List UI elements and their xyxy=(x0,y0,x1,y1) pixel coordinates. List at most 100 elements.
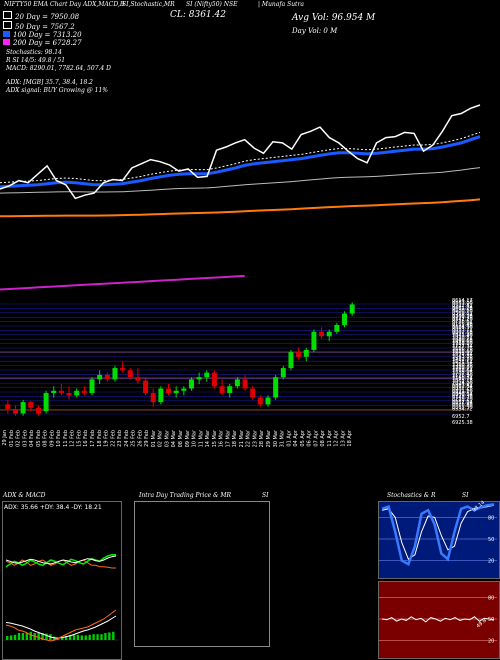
price-tick-label: 6871.10 xyxy=(452,389,473,395)
price-tick-label: 6809.94 xyxy=(452,392,473,398)
macd-hist-bar xyxy=(29,631,32,640)
legend-ma100: 100 Day = 7313.20 xyxy=(3,31,82,39)
macd-signal-line xyxy=(5,615,117,639)
price-tick-label: 8216.62 xyxy=(452,319,473,325)
price-tick-label: 7574.44 xyxy=(452,352,473,358)
candle-body xyxy=(51,390,57,394)
price-tick-label: 7238.06 xyxy=(452,370,473,376)
candle-body xyxy=(204,372,210,378)
macd-hist-bar xyxy=(61,637,64,640)
price-tick-label: 8155.46 xyxy=(452,322,473,328)
macd-readout: MACD: 8290.01, 7782.64, 507.4 D xyxy=(6,65,111,72)
date-tick-label: 12 Feb xyxy=(70,430,76,447)
date-tick-label: 24 Feb xyxy=(124,430,130,447)
candle-body xyxy=(158,388,164,403)
price-tick-label: 7757.92 xyxy=(452,343,473,349)
price-tick-label: 6748.78 xyxy=(452,395,473,401)
mr-title: Intra Day Trading Price & MR xyxy=(139,492,232,499)
price-tick-label: 8002.56 xyxy=(452,330,473,336)
stoch-title: Stochastics & R xyxy=(387,492,436,499)
macd-hist-bar xyxy=(92,634,95,640)
candle-body xyxy=(234,379,240,387)
stoch-tick-label: 80 xyxy=(488,515,494,521)
candle-body xyxy=(173,390,179,394)
macd-hist-bar xyxy=(41,633,44,640)
price-tick-label: 8491.84 xyxy=(452,304,473,310)
macd-hist-bar xyxy=(13,634,17,640)
candle-body xyxy=(265,397,271,405)
price-tick-label: 7421.54 xyxy=(452,360,473,366)
macd-hist-bar xyxy=(108,632,111,640)
price-tick-label: 7727.34 xyxy=(452,344,473,350)
candle-body xyxy=(326,331,332,337)
price-tick-label: 6993.42 xyxy=(452,382,473,388)
candle-body xyxy=(43,393,49,412)
date-tick-label: 04 Apr xyxy=(293,429,299,447)
date-tick-label: 05 Apr xyxy=(300,429,306,447)
date-tick-label: 17 Feb xyxy=(90,430,96,447)
price-tick-label: 8033.14 xyxy=(452,328,473,334)
ema20-line xyxy=(0,135,481,189)
macd-hist-bar xyxy=(37,633,40,640)
macd-hist-bar xyxy=(64,636,68,640)
price-tick-label: 7360.38 xyxy=(452,363,473,369)
candle-body xyxy=(74,390,80,396)
close-line xyxy=(0,104,481,200)
macd-hist-bar xyxy=(21,633,25,640)
stoch-si-label: SI xyxy=(462,492,469,499)
macd-hist-bar xyxy=(17,633,21,640)
candle-body xyxy=(5,404,11,409)
candle-body xyxy=(97,374,103,380)
legend-ma50: 50 Day = 7567.2 xyxy=(3,21,75,31)
date-tick-label: 22 Mar xyxy=(246,429,252,447)
macd-hist-bar xyxy=(6,636,9,640)
adx-readout: ADX: [MGB] 35.7, 38.4, 18.2 xyxy=(6,79,93,86)
price-tick-label: 6595.88 xyxy=(452,403,473,409)
price-tick-label: 6962.84 xyxy=(452,384,473,390)
price-tick-label: 7849.66 xyxy=(452,338,473,344)
date-tick-label: 18 Feb xyxy=(97,430,103,447)
price-tick-label: 8277.78 xyxy=(452,316,473,322)
candle-body xyxy=(334,324,340,332)
avg-volume: Avg Vol: 96.954 M xyxy=(292,13,376,23)
price-tick-label: 8247.20 xyxy=(452,317,473,323)
day-volume: Day Vol: 0 M xyxy=(292,27,338,35)
price-tick-label: 7513.28 xyxy=(452,355,473,361)
date-tick-label: 11 Apr xyxy=(327,429,333,447)
macd-hist-bar xyxy=(80,635,84,640)
legend-ma20: 20 Day = 7950.08 xyxy=(3,11,79,21)
candle-body xyxy=(250,388,256,398)
stoch-k-line xyxy=(381,503,495,566)
candle-body xyxy=(20,402,26,414)
price-tick-label: 8583.58 xyxy=(452,300,473,306)
price-tick-label: 8308.36 xyxy=(452,314,473,320)
candle-body xyxy=(127,370,133,378)
candle-body xyxy=(280,368,286,378)
price-tick-label: 6925.38 xyxy=(452,420,473,426)
candle-body xyxy=(112,368,118,380)
date-tick-label: 07 Apr xyxy=(313,429,319,447)
date-tick-label: 08 Feb xyxy=(43,430,49,447)
chart-title-4: | Munafa Sutra xyxy=(258,1,304,8)
price-tick-label: 7299.22 xyxy=(452,367,473,373)
price-tick-label: 7329.80 xyxy=(452,365,473,371)
price-tick-label: 7054.58 xyxy=(452,379,473,385)
candle-body xyxy=(188,379,194,389)
price-tick-label: 7635.60 xyxy=(452,349,473,355)
date-tick-label: 04 Mar xyxy=(171,429,177,447)
date-tick-label: 18 Apr xyxy=(347,429,353,447)
adx-macd-title: ADX & MACD xyxy=(3,492,46,499)
price-tick-label: 8369.52 xyxy=(452,311,473,317)
candle-body xyxy=(319,331,325,337)
price-tick-label: 6657.04 xyxy=(452,400,473,406)
candle-body xyxy=(104,374,110,380)
date-tick-label: 11 Mar xyxy=(198,429,204,447)
macd-hist-bar xyxy=(25,633,29,640)
date-tick-label: 02 Mar xyxy=(158,429,164,447)
candle-body xyxy=(181,388,187,391)
candle-body xyxy=(120,368,126,371)
price-tick-label: 8461.26 xyxy=(452,306,473,312)
mr-si-label: SI xyxy=(262,492,269,499)
ema20-band-line xyxy=(0,131,481,184)
